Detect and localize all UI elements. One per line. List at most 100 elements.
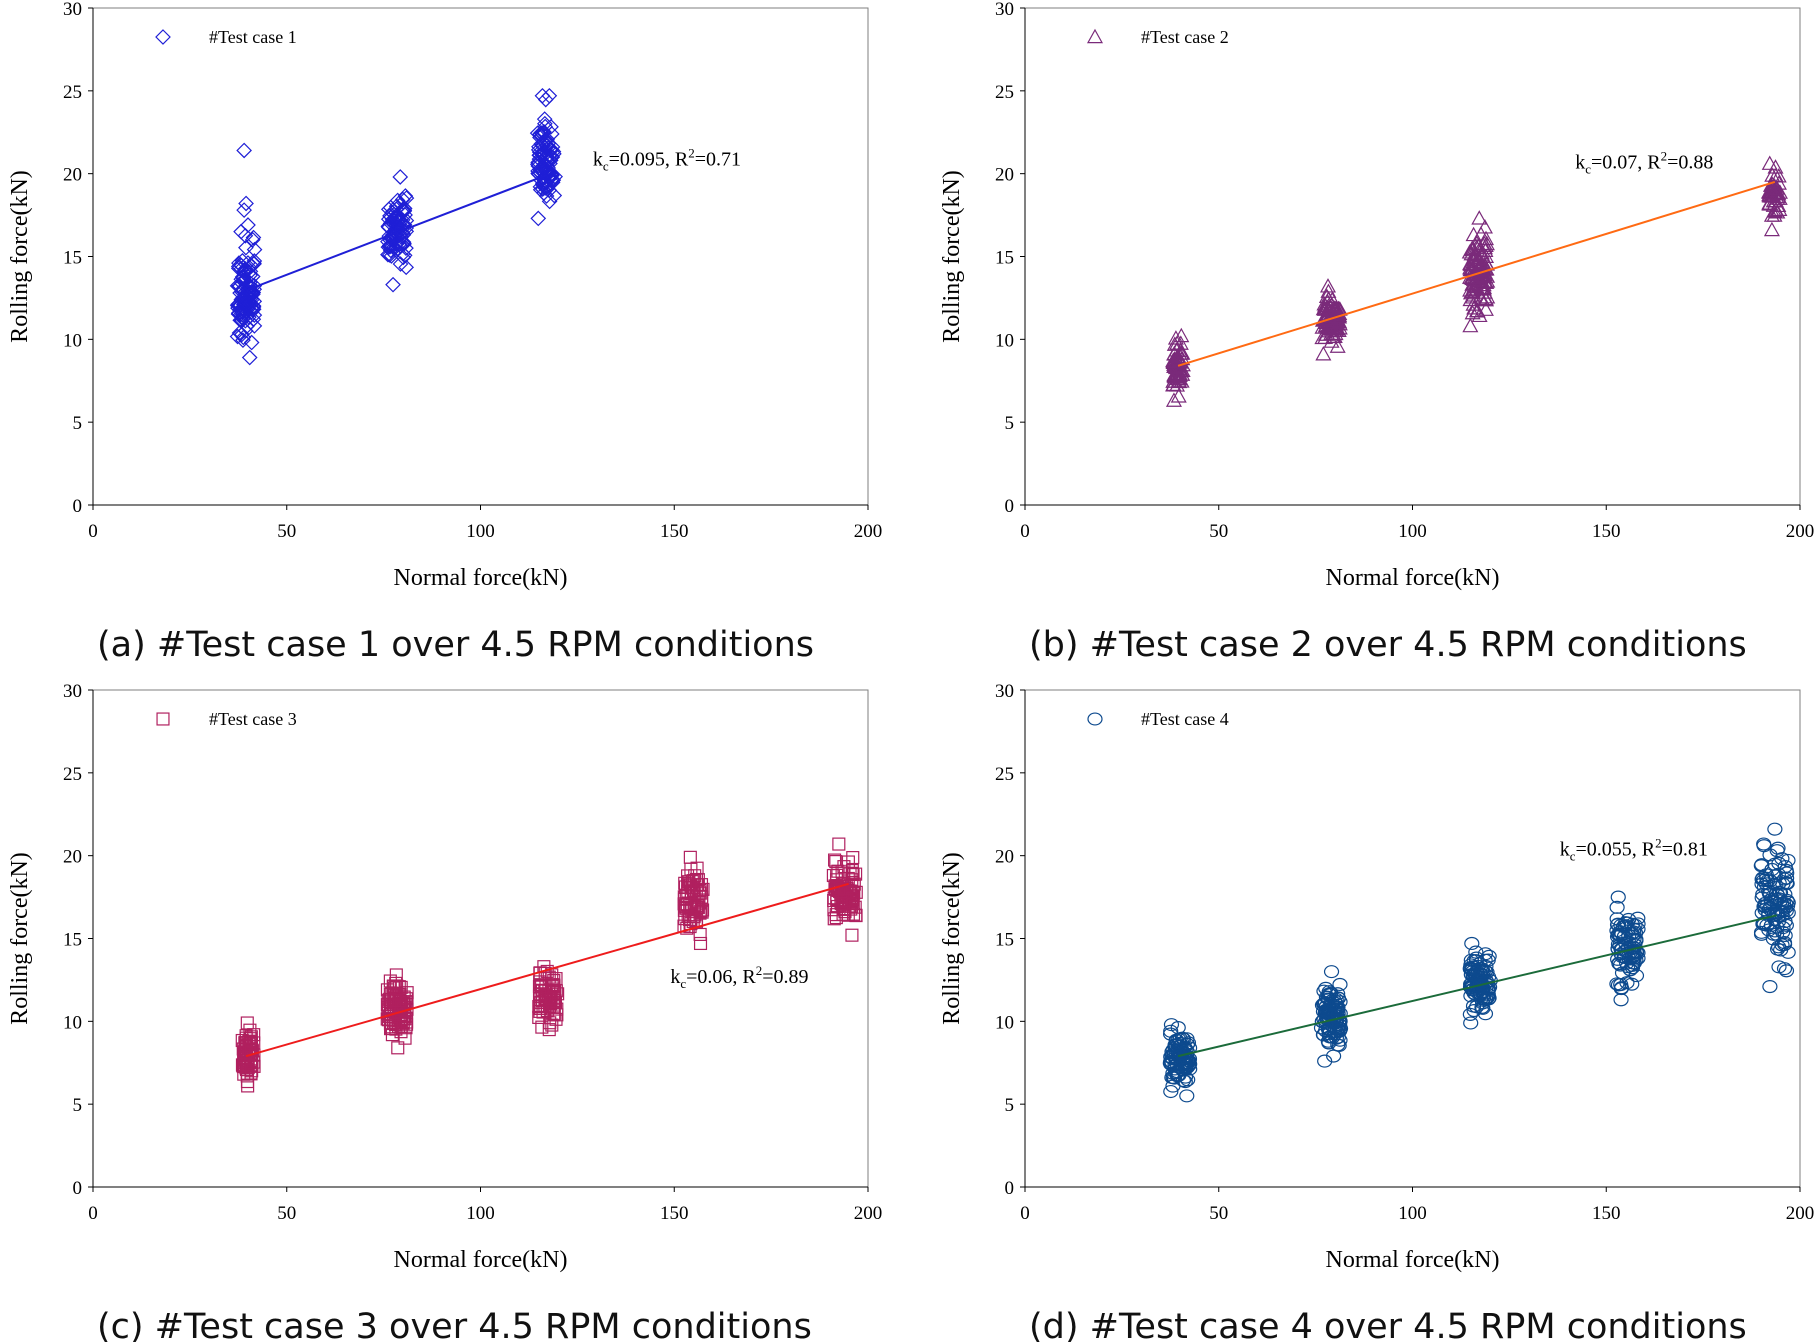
- data-point: [837, 893, 851, 908]
- x-tick-label: 200: [1786, 1203, 1815, 1224]
- x-tick-label: 50: [1209, 1203, 1228, 1224]
- data-point: [694, 878, 709, 892]
- y-tick-label: 20: [995, 847, 1014, 868]
- y-tick-label: 0: [1005, 496, 1015, 517]
- data-point: [537, 91, 554, 108]
- x-tick-label: 0: [88, 1203, 98, 1224]
- data-point: [532, 989, 547, 1003]
- data-point: [538, 966, 552, 980]
- y-tick-label: 15: [995, 930, 1014, 951]
- data-point: [392, 169, 409, 185]
- chart-panel-b: 0 5 10 15 20 25 30 0 50 100 150 200 Normal force(kN)…: [939, 0, 1814, 665]
- data-point: [388, 207, 405, 224]
- data-point: [541, 193, 558, 210]
- data-point: [236, 202, 252, 218]
- data-point: [1778, 904, 1794, 918]
- y-tick-label: 25: [995, 82, 1014, 103]
- data-point: [1329, 338, 1346, 353]
- data-point: [1181, 1058, 1197, 1072]
- y-axis-title: Rolling force(kN): [939, 852, 965, 1025]
- data-point: [1465, 226, 1482, 242]
- data-point: [828, 853, 842, 867]
- x-axis-title: Normal force(kN): [1326, 565, 1500, 591]
- y-tick-label: 30: [995, 681, 1014, 702]
- data-point: [551, 987, 565, 1001]
- data-point: [536, 159, 552, 176]
- x-tick-label: 0: [1020, 521, 1030, 542]
- panel-caption: (a) #Test case 1 over 4.5 RPM conditions: [97, 625, 814, 665]
- data-point: [235, 329, 252, 346]
- data-point: [1466, 1003, 1482, 1018]
- x-tick-label: 50: [277, 1203, 296, 1224]
- data-point: [1777, 928, 1793, 943]
- data-point: [382, 232, 399, 249]
- plot-area: [92, 689, 869, 1188]
- data-point: [1167, 330, 1184, 345]
- data-point: [1756, 839, 1772, 853]
- data-point: [547, 990, 561, 1004]
- data-point: [1469, 982, 1485, 996]
- data-point: [692, 886, 706, 900]
- data-point: [1767, 822, 1783, 836]
- fit-annotation: kc=0.055, R2=0.81: [1560, 836, 1708, 864]
- y-tick-label: 20: [995, 165, 1014, 186]
- x-axis-title: Normal force(kN): [1326, 1247, 1500, 1273]
- data-point: [1315, 346, 1332, 361]
- data-point: [837, 860, 851, 874]
- data-point: [542, 1023, 556, 1037]
- data-point: [685, 901, 699, 915]
- legend-marker: [155, 29, 171, 45]
- data-point: [1762, 979, 1778, 994]
- data-point: [680, 897, 694, 912]
- data-point: [1464, 304, 1481, 320]
- data-point: [829, 911, 843, 925]
- fit-annotation: kc=0.06, R2=0.89: [670, 963, 808, 991]
- y-tick-label: 25: [63, 82, 82, 103]
- data-point: [1776, 872, 1793, 886]
- chart-panel-d: 0 5 10 15 20 25 30 0 50 100 150 200 Normal force(kN)…: [939, 681, 1814, 1342]
- legend-marker: [1087, 712, 1103, 726]
- data-point: [1776, 962, 1793, 976]
- plot-area: [1024, 7, 1801, 506]
- x-tick-label: 100: [1398, 521, 1427, 542]
- data-point: [1170, 355, 1187, 370]
- y-tick-label: 30: [63, 0, 82, 20]
- data-point: [1318, 288, 1335, 304]
- data-point: [238, 195, 254, 212]
- data-point: [394, 191, 411, 208]
- data-point: [381, 247, 398, 263]
- plot-area: [92, 7, 869, 506]
- data-point: [535, 1020, 549, 1034]
- regression-line: [1177, 180, 1776, 367]
- data-point: [1767, 159, 1784, 174]
- y-axis-title: Rolling force(kN): [7, 170, 33, 343]
- data-point: [837, 902, 851, 916]
- data-point: [1331, 1038, 1347, 1053]
- data-point: [1318, 981, 1334, 995]
- data-point: [1761, 184, 1778, 199]
- data-point: [1471, 210, 1488, 225]
- data-point: [693, 936, 708, 951]
- data-point: [1167, 368, 1184, 384]
- data-point: [538, 188, 555, 204]
- data-point: [243, 295, 259, 312]
- data-point: [536, 111, 553, 127]
- data-point: [245, 1064, 259, 1078]
- data-point: [1465, 296, 1482, 311]
- data-point: [232, 302, 248, 318]
- data-point: [1316, 311, 1333, 326]
- data-point: [391, 1041, 405, 1055]
- data-point: [695, 893, 709, 907]
- data-points: [235, 837, 863, 1093]
- x-tick-label: 200: [854, 521, 883, 542]
- y-tick-label: 5: [1005, 1095, 1015, 1116]
- data-point: [547, 1000, 561, 1014]
- y-tick-label: 0: [73, 496, 83, 517]
- data-point: [542, 164, 559, 181]
- legend-label: #Test case 4: [1141, 709, 1229, 729]
- data-point: [846, 851, 860, 865]
- fit-annotation: kc=0.095, R2=0.71: [593, 145, 741, 173]
- data-point: [1475, 254, 1492, 269]
- data-point: [1479, 273, 1496, 288]
